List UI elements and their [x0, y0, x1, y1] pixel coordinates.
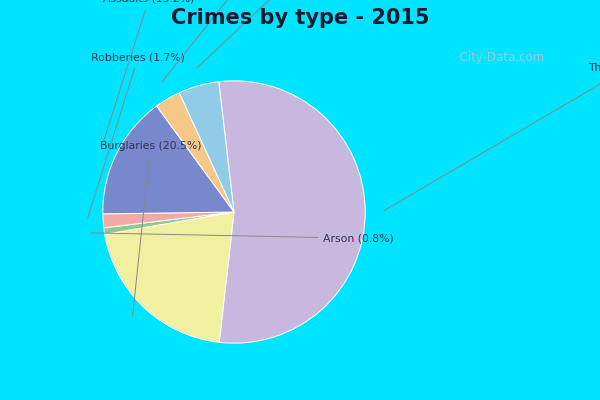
Wedge shape: [179, 82, 234, 212]
Text: Arson (0.8%): Arson (0.8%): [91, 233, 394, 243]
Text: Crimes by type - 2015: Crimes by type - 2015: [171, 8, 429, 28]
Wedge shape: [157, 93, 234, 212]
Wedge shape: [105, 212, 234, 342]
Text: Thefts (53.7%): Thefts (53.7%): [384, 63, 600, 210]
Wedge shape: [103, 106, 234, 214]
Text: Rapes (3.2%): Rapes (3.2%): [162, 0, 320, 82]
Wedge shape: [219, 81, 365, 343]
Wedge shape: [103, 212, 234, 228]
Text: Burglaries (20.5%): Burglaries (20.5%): [100, 142, 201, 316]
Text: City-Data.com: City-Data.com: [452, 52, 544, 64]
Text: Robberies (1.7%): Robberies (1.7%): [88, 53, 185, 219]
Text: Assaults (15.2%): Assaults (15.2%): [103, 0, 194, 143]
Text: Auto thefts (5.0%): Auto thefts (5.0%): [197, 0, 422, 68]
Wedge shape: [104, 212, 234, 234]
